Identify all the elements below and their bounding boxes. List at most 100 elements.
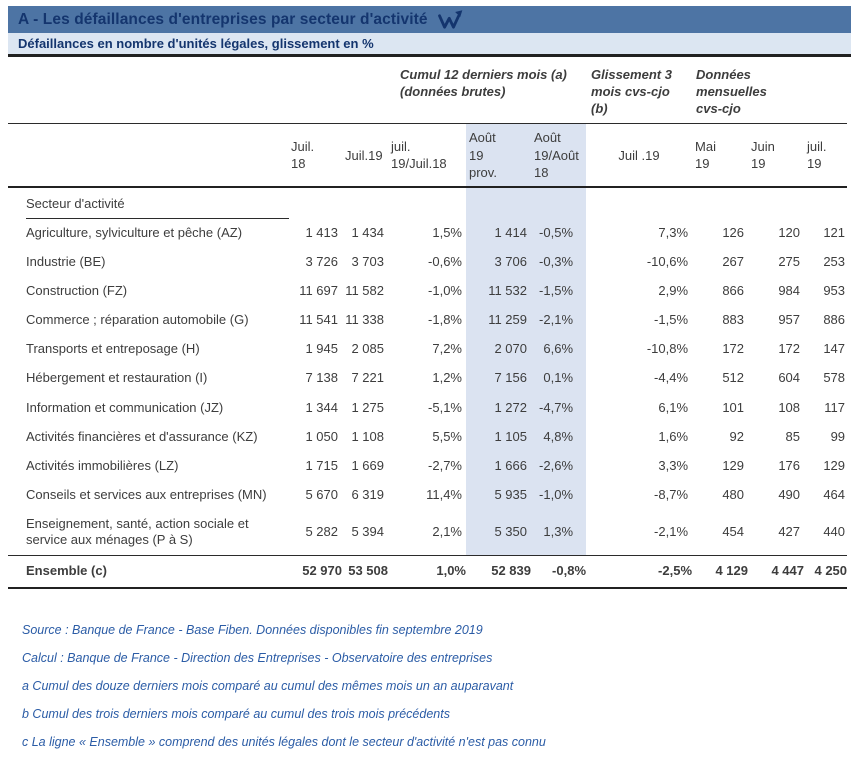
col-header-juil-18: Juil. 18: [288, 123, 342, 188]
cell: 101: [722, 399, 745, 415]
trend-arrow-w-icon: [437, 9, 464, 31]
cell: -4,7%: [531, 393, 587, 423]
cell: 4 129: [692, 555, 749, 590]
group-header-row: Cumul 12 derniers mois (a) (données brut…: [8, 59, 848, 125]
table-row: Activités financières et d'assurance (KZ…: [8, 422, 847, 452]
sector-label: Enseignement, santé, action sociale et s…: [26, 516, 249, 548]
cell: 4 447: [748, 555, 805, 590]
table-body: Agriculture, sylviculture et pêche (AZ) 1…: [8, 218, 848, 590]
cell: 7 138: [305, 370, 338, 386]
sector-label: Industrie (BE): [26, 254, 106, 270]
cell: 578: [823, 370, 846, 386]
cell: -2,1%: [654, 524, 689, 540]
section-label-cell: Secteur d'activité: [8, 187, 289, 219]
cell: 117: [824, 399, 846, 415]
sector-label: Conseils et services aux entreprises (MN…: [26, 486, 267, 502]
cell: 6,1%: [658, 399, 689, 415]
cell: 52 839: [466, 555, 531, 590]
table-row: Agriculture, sylviculture et pêche (AZ) 1…: [8, 218, 847, 249]
table-row-total: Ensemble (c) 52 970 53 508 1,0% 52 839 -0,8% -…: [8, 555, 848, 590]
group-header-cumul: Cumul 12 derniers mois (a) (données brut…: [388, 59, 587, 125]
cell: 1,0%: [388, 555, 466, 590]
cell: 1 105: [466, 422, 531, 452]
group-header-glissement: Glissement 3 mois cvs-cjo (b): [586, 59, 693, 125]
col-header-juil19-juil18: juil. 19/Juil.18: [388, 123, 466, 188]
cell: -0,5%: [531, 218, 587, 249]
cell: -8,7%: [654, 486, 689, 502]
cell: 120: [778, 224, 801, 240]
table-row: Transports et entreposage (H) 1 945 2 085 7…: [8, 335, 847, 365]
cell: -1,8%: [428, 312, 462, 328]
cell: 129: [722, 457, 745, 473]
cell: 886: [823, 312, 846, 328]
sector-label: Activités immobilières (LZ): [26, 457, 179, 473]
cell: 11 532: [466, 277, 531, 307]
cell: -1,0%: [428, 283, 462, 299]
col-header-empty: [8, 123, 288, 188]
sector-label: Transports et entreposage (H): [26, 341, 200, 357]
cell: 11 338: [345, 312, 384, 328]
cell: -0,6%: [428, 254, 462, 270]
cell: 454: [722, 524, 745, 540]
cell: -10,8%: [646, 341, 689, 357]
cell: 984: [778, 283, 801, 299]
cell: 1,2%: [432, 370, 462, 386]
cell: 1 669: [351, 457, 384, 473]
cell: 1,6%: [658, 428, 689, 444]
cell: 2,1%: [432, 524, 462, 540]
cell: 3 703: [351, 254, 384, 270]
cell: 4,8%: [531, 422, 587, 452]
defaillances-table: Cumul 12 derniers mois (a) (données brut…: [8, 59, 848, 590]
cell: -1,0%: [531, 480, 587, 511]
cell: 7,2%: [432, 341, 462, 357]
cell: 85: [785, 428, 801, 444]
cell: 1 050: [305, 428, 338, 444]
cell: 11 259: [466, 306, 531, 336]
cell: 480: [722, 486, 745, 502]
cell: -5,1%: [428, 399, 462, 415]
cell: 126: [722, 224, 745, 240]
cell: 1 413: [305, 224, 338, 240]
cell: 2,9%: [658, 283, 689, 299]
cell: 11 697: [299, 283, 338, 299]
cell: 5 394: [351, 524, 384, 540]
table-row: Information et communication (JZ) 1 344 1 …: [8, 393, 847, 423]
cell: 267: [722, 254, 745, 270]
cell: 883: [722, 312, 745, 328]
cell: 172: [722, 341, 745, 357]
cell: 1,3%: [531, 510, 587, 556]
cell: 5 670: [305, 486, 338, 502]
cell: 1 414: [466, 218, 531, 249]
footnote-c: c La ligne « Ensemble » comprend des uni…: [22, 735, 546, 750]
cell: -2,1%: [531, 306, 587, 336]
page-subtitle: Défaillances en nombre d'unités légales,…: [18, 36, 374, 51]
col-header-glissement-juil-19: Juil .19: [586, 123, 693, 188]
cell: 52 970: [288, 555, 342, 590]
cell: 440: [823, 524, 846, 540]
table-row: Commerce ; réparation automobile (G) 11 5…: [8, 306, 847, 336]
sector-label: Construction (FZ): [26, 283, 128, 299]
cell: 172: [778, 341, 801, 357]
table-row: Conseils et services aux entreprises (MN…: [8, 480, 847, 511]
cell: 6,6%: [531, 335, 587, 365]
table-row: Activités immobilières (LZ) 1 715 1 669 -2,…: [8, 451, 847, 481]
cell: 253: [823, 254, 846, 270]
cell: 7 221: [351, 370, 384, 386]
cell: 0,1%: [531, 364, 587, 394]
cell: -1,5%: [531, 277, 587, 307]
footnote-a: a Cumul des douze derniers mois comparé …: [22, 679, 514, 694]
cell: 92: [729, 428, 745, 444]
cell: 1 108: [351, 428, 384, 444]
cell: 2 070: [466, 335, 531, 365]
col-header-aout19-aout18: Août 19/Août 18: [531, 123, 587, 188]
cell: 11,4%: [426, 486, 462, 502]
group-header-spacer: [8, 59, 388, 125]
table-row: Industrie (BE) 3 726 3 703 -0,6% 3 706 -0,3% -…: [8, 248, 847, 278]
cell: 5 350: [466, 510, 531, 556]
col-header-aout-19-prov: Août 19 prov.: [466, 123, 531, 188]
cell: 1 344: [305, 399, 338, 415]
col-header-mai-19: Mai 19: [692, 123, 749, 188]
sector-label: Activités financières et d'assurance (KZ…: [26, 428, 258, 444]
cell: 7,3%: [658, 224, 689, 240]
cell: 512: [722, 370, 745, 386]
